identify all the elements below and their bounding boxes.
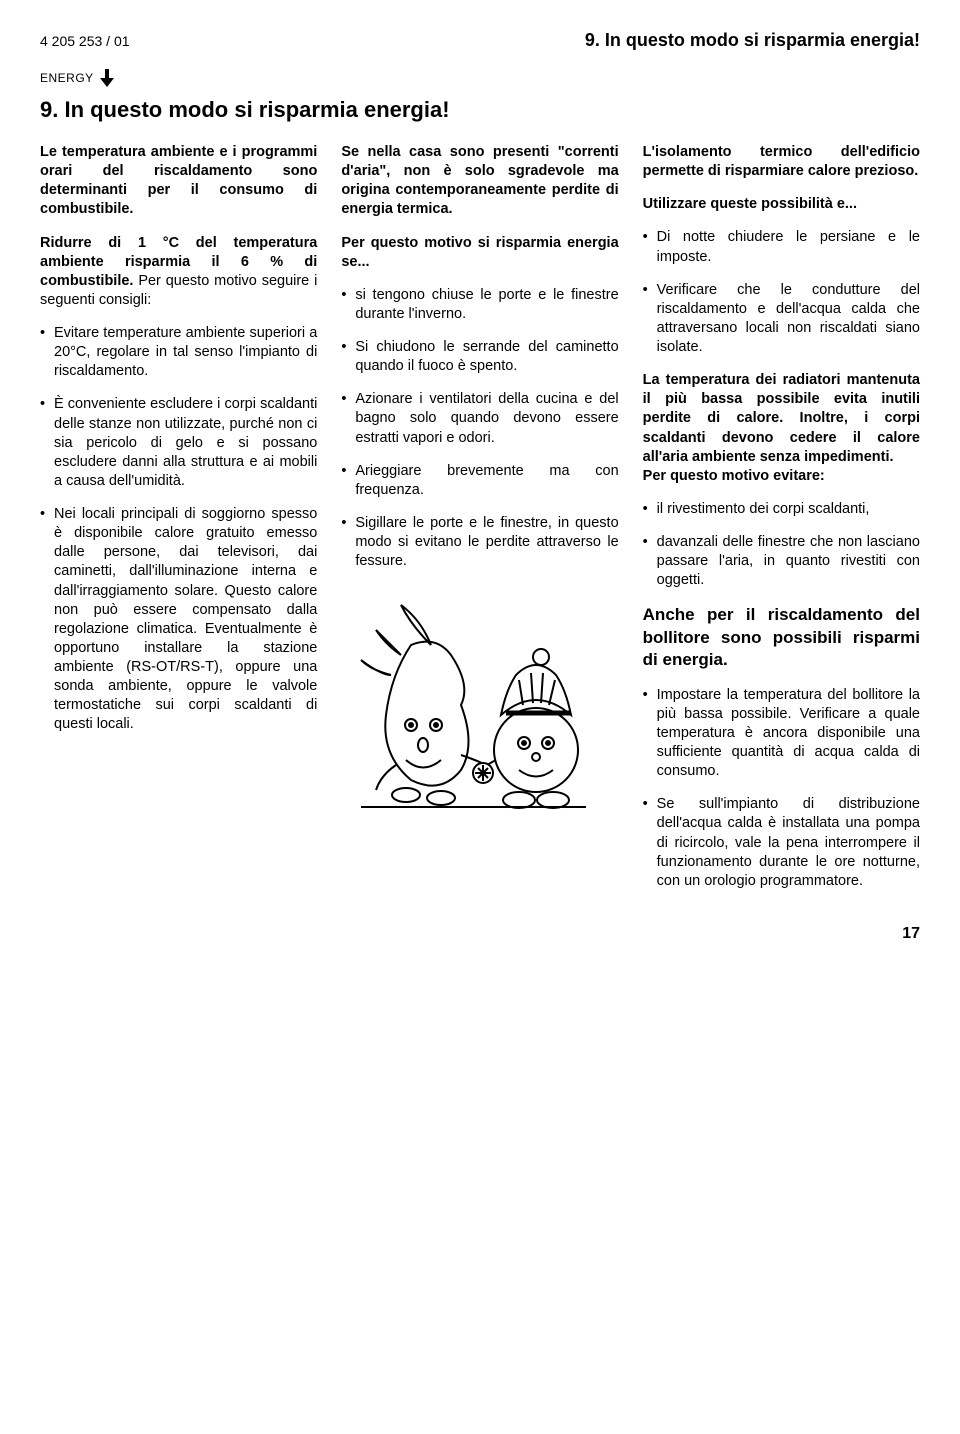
col3-p2: Utilizzare queste possibilità e...: [643, 195, 920, 214]
list-item: il rivestimento dei corpi scaldanti,: [643, 500, 920, 519]
list-item: davanzali delle finestre che non lascian…: [643, 533, 920, 590]
col1-bullets: Evitare temperature ambiente superiori a…: [40, 324, 317, 735]
col3-bullets-3: Impostare la temperatura del bollitore l…: [643, 686, 920, 891]
energy-label: ENERGY: [40, 71, 94, 85]
col3-p3: La temperatura dei radiatori mantenuta i…: [643, 371, 920, 486]
list-item: Di notte chiudere le persiane e le impos…: [643, 228, 920, 266]
header-row: 4 205 253 / 01 9. In questo modo si risp…: [40, 30, 920, 51]
list-item: Si chiudono le serrande del caminetto qu…: [341, 338, 618, 376]
col1-p2: Ridurre di 1 °C del temperatura ambiente…: [40, 234, 317, 311]
list-item: Se sull'impianto di distribuzione dell'a…: [643, 795, 920, 891]
list-item: Verificare che le condutture del riscald…: [643, 281, 920, 358]
content-columns: Le temperatura ambiente e i programmi or…: [40, 143, 920, 905]
list-item: Azionare i ventilatori della cucina e de…: [341, 390, 618, 447]
col3-bullets-1: Di notte chiudere le persiane e le impos…: [643, 228, 920, 357]
arrow-down-icon: [100, 69, 114, 87]
doc-code: 4 205 253 / 01: [40, 33, 130, 49]
cartoon-illustration: [341, 595, 601, 825]
col3-bullets-2: il rivestimento dei corpi scaldanti, dav…: [643, 500, 920, 591]
list-item: Evitare temperature ambiente superiori a…: [40, 324, 317, 381]
col3-intro: L'isolamento termico dell'edificio perme…: [643, 143, 920, 181]
column-2: Se nella casa sono presenti "correnti d'…: [341, 143, 618, 905]
list-item: Impostare la temperatura del bollitore l…: [643, 686, 920, 782]
col2-intro: Se nella casa sono presenti "correnti d'…: [341, 143, 618, 220]
list-item: È conveniente escludere i corpi scaldant…: [40, 395, 317, 491]
page-number: 17: [40, 925, 920, 943]
col3-subheading: Anche per il riscaldamento del bollitore…: [643, 604, 920, 671]
col1-intro: Le temperatura ambiente e i programmi or…: [40, 143, 317, 220]
column-3: L'isolamento termico dell'edificio perme…: [643, 143, 920, 905]
list-item: Arieggiare brevemente ma con frequenza.: [341, 462, 618, 500]
list-item: si tengono chiuse le porte e le finestre…: [341, 286, 618, 324]
col2-bullets: si tengono chiuse le porte e le finestre…: [341, 286, 618, 572]
list-item: Sigillare le porte e le finestre, in que…: [341, 514, 618, 571]
section-title: 9. In questo modo si risparmia energia!: [40, 97, 920, 123]
list-item: Nei locali principali di soggiorno spess…: [40, 505, 317, 735]
column-1: Le temperatura ambiente e i programmi or…: [40, 143, 317, 905]
col2-p2: Per questo motivo si risparmia energia s…: [341, 234, 618, 272]
energy-indicator: ENERGY: [40, 69, 920, 87]
header-title: 9. In questo modo si risparmia energia!: [585, 30, 920, 51]
